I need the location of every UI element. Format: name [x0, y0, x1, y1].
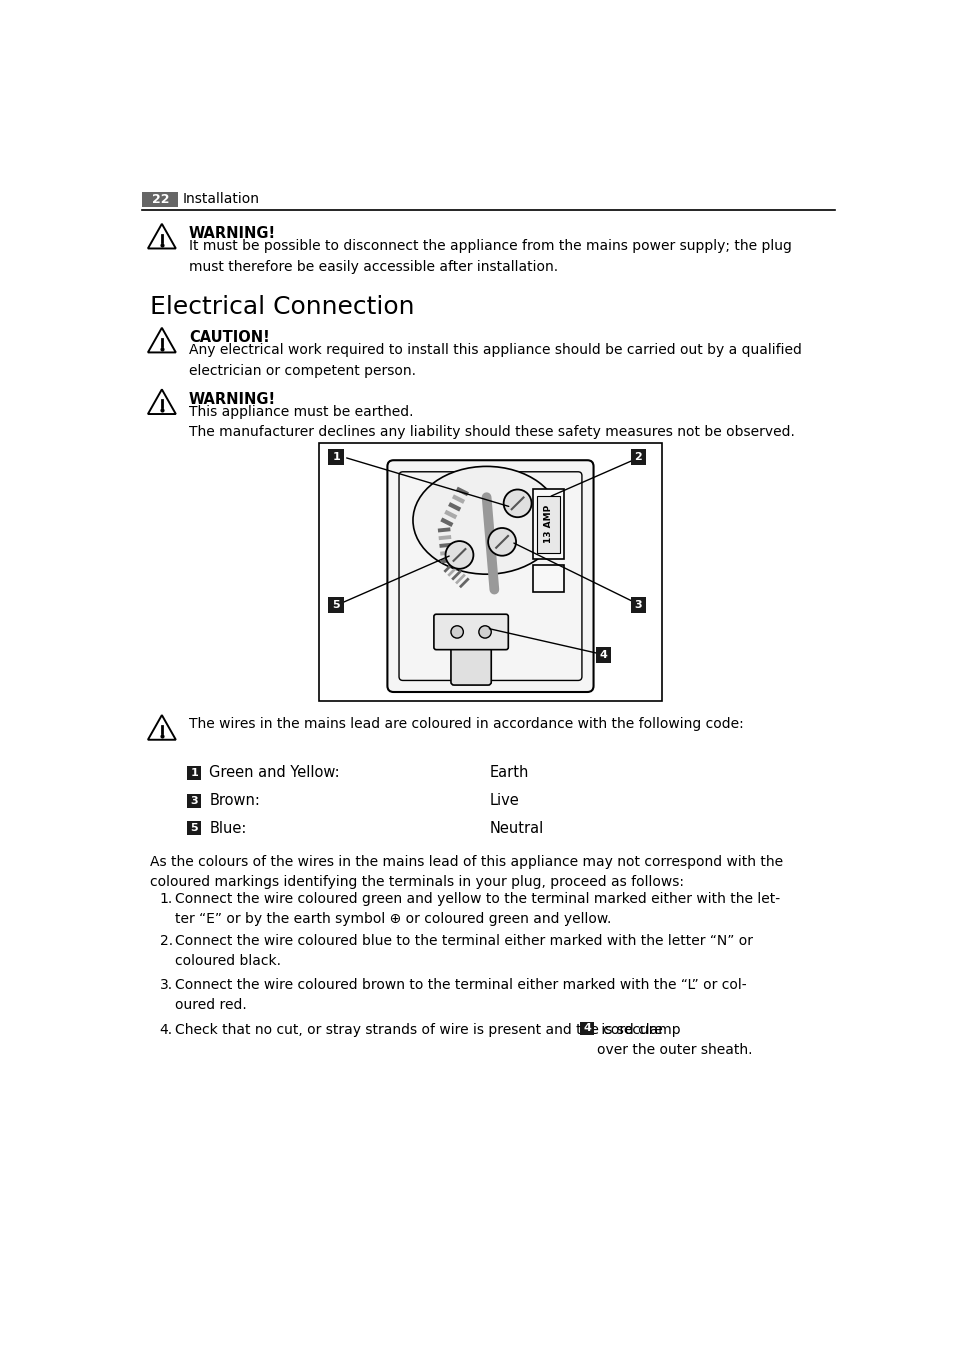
Polygon shape [148, 715, 175, 740]
Text: It must be possible to disconnect the appliance from the mains power supply; the: It must be possible to disconnect the ap… [189, 239, 791, 274]
Bar [630, 449, 645, 465]
Text: Brown:: Brown: [209, 794, 260, 808]
Text: Green and Yellow:: Green and Yellow: [209, 765, 339, 780]
FancyBboxPatch shape [398, 472, 581, 680]
Polygon shape [148, 389, 175, 414]
Text: 13 AMP: 13 AMP [543, 506, 553, 544]
Text: Connect the wire coloured blue to the terminal either marked with the letter “N”: Connect the wire coloured blue to the te… [174, 934, 752, 968]
Text: 4.: 4. [159, 1023, 172, 1037]
Bar [533, 565, 563, 592]
Text: As the colours of the wires in the mains lead of this appliance may not correspo: As the colours of the wires in the mains… [150, 856, 782, 890]
Bar [142, 192, 178, 207]
Text: 3.: 3. [159, 979, 172, 992]
Circle shape [451, 626, 463, 638]
Text: 3: 3 [191, 795, 198, 806]
Text: The wires in the mains lead are coloured in accordance with the following code:: The wires in the mains lead are coloured… [189, 718, 743, 731]
Text: Check that no cut, or stray strands of wire is present and the cord clamp: Check that no cut, or stray strands of w… [174, 1023, 684, 1037]
Bar [187, 794, 201, 807]
Text: Connect the wire coloured green and yellow to the terminal marked either with th: Connect the wire coloured green and yell… [174, 892, 780, 926]
FancyBboxPatch shape [434, 614, 508, 650]
Text: 1: 1 [191, 768, 198, 777]
Bar [187, 822, 201, 836]
Text: Blue:: Blue: [209, 821, 246, 836]
Bar [537, 496, 559, 553]
Text: WARNING!: WARNING! [189, 392, 275, 407]
Text: 2.: 2. [159, 934, 172, 948]
Circle shape [503, 489, 531, 518]
Text: 2: 2 [634, 452, 641, 462]
FancyBboxPatch shape [387, 460, 593, 692]
Bar [319, 443, 661, 702]
Text: CAUTION!: CAUTION! [189, 330, 270, 345]
Text: 22: 22 [152, 193, 169, 206]
Text: 1.: 1. [159, 892, 172, 906]
Text: Electrical Connection: Electrical Connection [150, 296, 415, 319]
Text: 5: 5 [191, 823, 198, 833]
Text: WARNING!: WARNING! [189, 226, 275, 241]
Bar [596, 648, 611, 662]
Text: 4: 4 [583, 1023, 591, 1033]
Text: Connect the wire coloured brown to the terminal either marked with the “L” or co: Connect the wire coloured brown to the t… [174, 979, 746, 1013]
Bar [328, 449, 344, 465]
Text: 5: 5 [332, 600, 339, 610]
Bar [328, 598, 344, 612]
Bar [187, 767, 201, 780]
Text: is secure
over the outer sheath.: is secure over the outer sheath. [597, 1023, 752, 1057]
Bar [579, 1022, 594, 1036]
Circle shape [488, 529, 516, 556]
Text: Installation: Installation [183, 192, 259, 207]
Text: Live: Live [489, 794, 518, 808]
Bar [533, 489, 563, 558]
Text: Earth: Earth [489, 765, 529, 780]
Polygon shape [148, 224, 175, 249]
Ellipse shape [413, 466, 559, 575]
Circle shape [478, 626, 491, 638]
Text: 1: 1 [332, 452, 340, 462]
Text: Any electrical work required to install this appliance should be carried out by : Any electrical work required to install … [189, 343, 801, 377]
Text: 4: 4 [599, 650, 607, 660]
Text: This appliance must be earthed.
The manufacturer declines any liability should t: This appliance must be earthed. The manu… [189, 404, 794, 439]
Text: Neutral: Neutral [489, 821, 543, 836]
FancyBboxPatch shape [451, 646, 491, 685]
Polygon shape [148, 327, 175, 353]
Bar [630, 598, 645, 612]
Circle shape [445, 541, 473, 569]
Text: 3: 3 [634, 600, 641, 610]
